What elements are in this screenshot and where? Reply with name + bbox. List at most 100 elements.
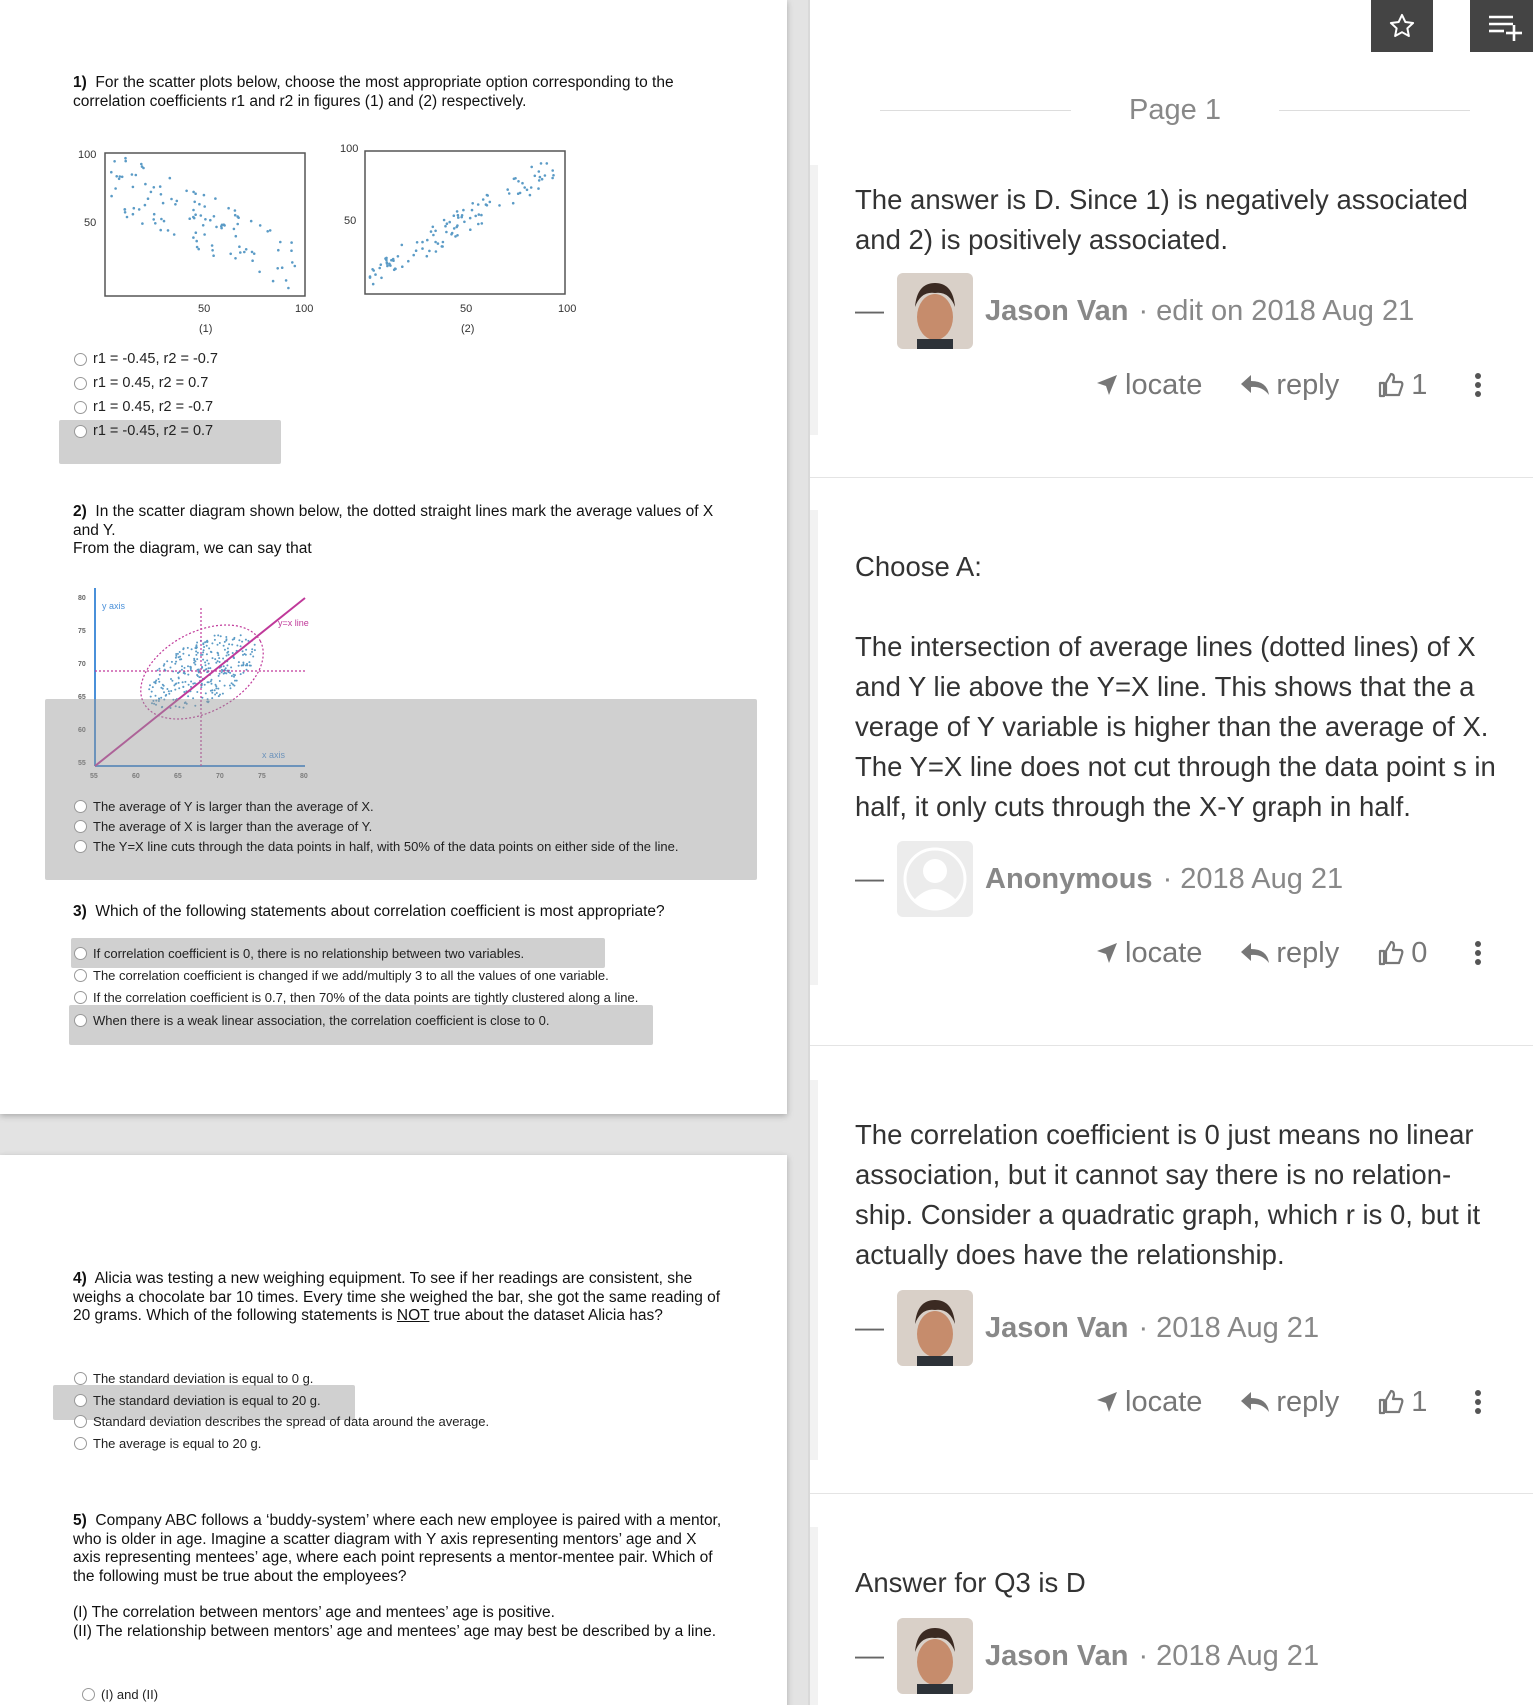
like-button[interactable]: 1 — [1377, 369, 1427, 402]
document-viewer[interactable]: 1) For the scatter plots below, choose t… — [0, 0, 808, 1705]
q2-option-c[interactable]: The Y=X line cuts through the data point… — [74, 839, 679, 854]
comment-author[interactable]: Jason Van — [985, 1311, 1129, 1344]
q4-option-b[interactable]: The standard deviation is equal to 20 g. — [74, 1393, 321, 1408]
more-options-icon[interactable] — [1473, 1389, 1483, 1415]
reply-button[interactable]: reply — [1240, 369, 1339, 402]
q1-option-b[interactable]: r1 = 0.45, r2 = 0.7 — [74, 375, 208, 391]
radio-button[interactable] — [74, 947, 87, 960]
radio-button[interactable] — [74, 969, 87, 982]
scatter-point — [277, 248, 280, 252]
more-options-icon[interactable] — [1473, 940, 1483, 966]
playlist-add-button[interactable] — [1470, 0, 1533, 52]
radio-button[interactable] — [74, 1394, 87, 1407]
like-count: 0 — [1411, 936, 1428, 969]
scatter-point — [182, 652, 185, 655]
scatter-point — [177, 681, 180, 684]
radio-button[interactable] — [74, 1014, 87, 1027]
scatter-point — [243, 250, 246, 254]
scatter-point — [385, 262, 389, 265]
locate-button[interactable]: locate — [1095, 1386, 1202, 1419]
scatter-point — [378, 266, 381, 270]
radio-button[interactable] — [74, 1415, 87, 1428]
radio-button[interactable] — [74, 352, 87, 366]
scatter-point — [253, 649, 256, 652]
scatter-point — [287, 286, 290, 290]
avatar[interactable] — [897, 1618, 973, 1694]
comment-author[interactable]: Anonymous — [985, 862, 1153, 895]
scatter-point — [379, 263, 383, 266]
q4-option-a[interactable]: The standard deviation is equal to 0 g. — [74, 1371, 313, 1386]
radio-button[interactable] — [74, 400, 87, 414]
q1-option-a[interactable]: r1 = -0.45, r2 = -0.7 — [74, 351, 218, 367]
playlist-add-icon — [1489, 15, 1522, 41]
like-button[interactable]: 0 — [1377, 937, 1427, 970]
locate-button[interactable]: locate — [1095, 937, 1202, 970]
highlight-q4-option-b[interactable] — [53, 1385, 355, 1420]
thumbs-up-icon — [1379, 372, 1404, 398]
scatter-point — [194, 231, 198, 234]
scatter-point — [194, 704, 197, 707]
scatter-point — [166, 660, 169, 663]
scatter-point — [205, 644, 208, 647]
scatter-point — [195, 653, 198, 656]
scatter-point — [229, 252, 232, 256]
comment-author[interactable]: Jason Van — [985, 294, 1129, 327]
q3-option-b[interactable]: The correlation coefficient is changed i… — [74, 968, 609, 983]
radio-button[interactable] — [74, 1372, 87, 1385]
comment-text: The intersection of average lines (dotte… — [855, 631, 1496, 822]
q1-option-d[interactable]: r1 = -0.45, r2 = 0.7 — [74, 423, 213, 439]
radio-button[interactable] — [74, 424, 87, 438]
q4-option-c[interactable]: Standard deviation describes the spread … — [74, 1414, 489, 1429]
scatter-point — [225, 638, 228, 641]
q3-option-a[interactable]: If correlation coefficient is 0, there i… — [74, 946, 524, 961]
highlight-q2-options[interactable] — [45, 699, 757, 880]
like-button[interactable]: 1 — [1377, 1386, 1427, 1419]
radio-button[interactable] — [74, 820, 87, 833]
highlight-q3-option-a[interactable] — [71, 938, 605, 968]
comment-author[interactable]: Jason Van — [985, 1639, 1129, 1672]
more-options-icon[interactable] — [1473, 372, 1483, 398]
reply-button[interactable]: reply — [1240, 1386, 1339, 1419]
radio-button[interactable] — [74, 840, 87, 853]
comment-date: · edit on 2018 Aug 21 — [1138, 294, 1415, 327]
avatar[interactable] — [897, 1290, 973, 1366]
scatter-point — [232, 656, 235, 659]
comment-date: · 2018 Aug 21 — [1162, 862, 1344, 895]
q2-option-b[interactable]: The average of X is larger than the aver… — [74, 819, 372, 834]
avatar[interactable] — [897, 273, 973, 349]
scatter-point — [212, 215, 216, 218]
radio-button[interactable] — [74, 1437, 87, 1450]
panel-divider[interactable] — [808, 0, 810, 1705]
radio-button[interactable] — [74, 376, 87, 390]
q3-option-c[interactable]: If the correlation coefficient is 0.7, t… — [74, 990, 638, 1005]
q2-option-a[interactable]: The average of Y is larger than the aver… — [74, 799, 374, 814]
radio-button[interactable] — [74, 800, 87, 813]
q5-option-a[interactable]: (I) and (II) — [82, 1687, 158, 1702]
scatter-point — [241, 650, 244, 653]
scatter-point — [514, 177, 517, 180]
anonymous-avatar[interactable] — [897, 841, 973, 917]
comment-meta: — Anonymous · 2018 Aug 21 — [855, 841, 1343, 917]
scatter-point — [197, 668, 200, 671]
scatter-point — [421, 247, 424, 250]
scatter-point — [177, 656, 180, 659]
star-button[interactable] — [1371, 0, 1433, 52]
scatter-point — [120, 175, 124, 179]
reply-button[interactable]: reply — [1240, 937, 1339, 970]
scatter-point — [198, 202, 201, 206]
scatter-point — [225, 636, 228, 638]
scatter-point — [144, 182, 147, 186]
scatter-point — [166, 688, 169, 690]
q4-option-d[interactable]: The average is equal to 20 g. — [74, 1436, 261, 1451]
locate-button[interactable]: locate — [1095, 369, 1202, 402]
q3-option-d[interactable]: When there is a weak linear association,… — [74, 1013, 549, 1028]
highlight-q3-option-d[interactable] — [69, 1005, 653, 1045]
q1-option-c[interactable]: r1 = 0.45, r2 = -0.7 — [74, 399, 213, 415]
scatter-point — [533, 174, 537, 178]
scatter-point — [246, 664, 249, 667]
highlight-q1-option-d[interactable] — [59, 420, 281, 464]
radio-button[interactable] — [74, 991, 87, 1004]
scatter-point — [401, 265, 404, 268]
radio-button[interactable] — [82, 1688, 95, 1701]
scatter-point — [425, 254, 429, 258]
